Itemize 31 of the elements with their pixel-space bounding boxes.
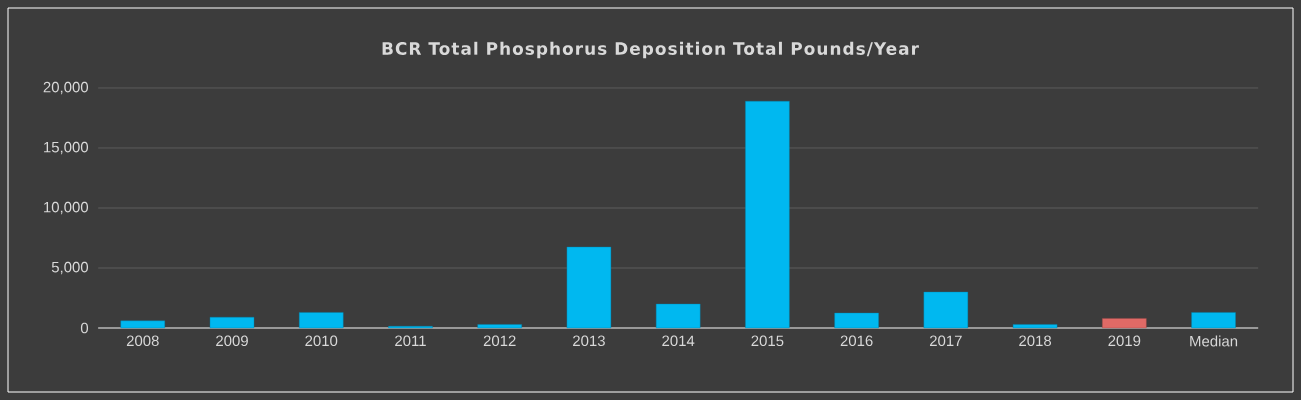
chart-title: BCR Total Phosphorus Deposition Total Pounds/Year — [382, 41, 919, 59]
x-tick-label: Median — [1190, 335, 1238, 347]
x-tick-label: 2013 — [573, 335, 605, 347]
x-tick-label: 2017 — [929, 335, 962, 347]
bar — [209, 317, 255, 329]
x-tick-label: 2014 — [662, 335, 695, 347]
bar — [1012, 324, 1058, 329]
y-tick-label: 10,000 — [44, 201, 89, 215]
x-tick-label: 2016 — [840, 335, 873, 347]
bar — [1102, 318, 1147, 329]
x-tick-label: 2009 — [216, 335, 248, 347]
y-tick-label: 20,000 — [43, 81, 89, 95]
x-tick-label: 2018 — [1019, 335, 1052, 347]
bar — [566, 246, 612, 329]
bar — [299, 312, 344, 329]
y-tick-label: 0 — [80, 322, 89, 334]
bar — [1191, 312, 1236, 329]
x-tick-label: 2010 — [305, 335, 338, 347]
bar — [120, 320, 165, 329]
x-tick-label: 2019 — [1108, 335, 1141, 347]
y-tick-label: 5,000 — [51, 261, 89, 275]
x-tick-label: 2011 — [395, 335, 426, 347]
y-tick-label: 15,000 — [44, 141, 89, 155]
bar — [745, 101, 790, 329]
bar — [923, 291, 969, 329]
x-tick-label: 2012 — [483, 335, 516, 347]
bar — [834, 312, 879, 329]
bar — [655, 303, 701, 329]
bar — [477, 324, 522, 329]
x-tick-label: 2008 — [126, 335, 159, 347]
x-tick-label: 2015 — [751, 335, 784, 347]
